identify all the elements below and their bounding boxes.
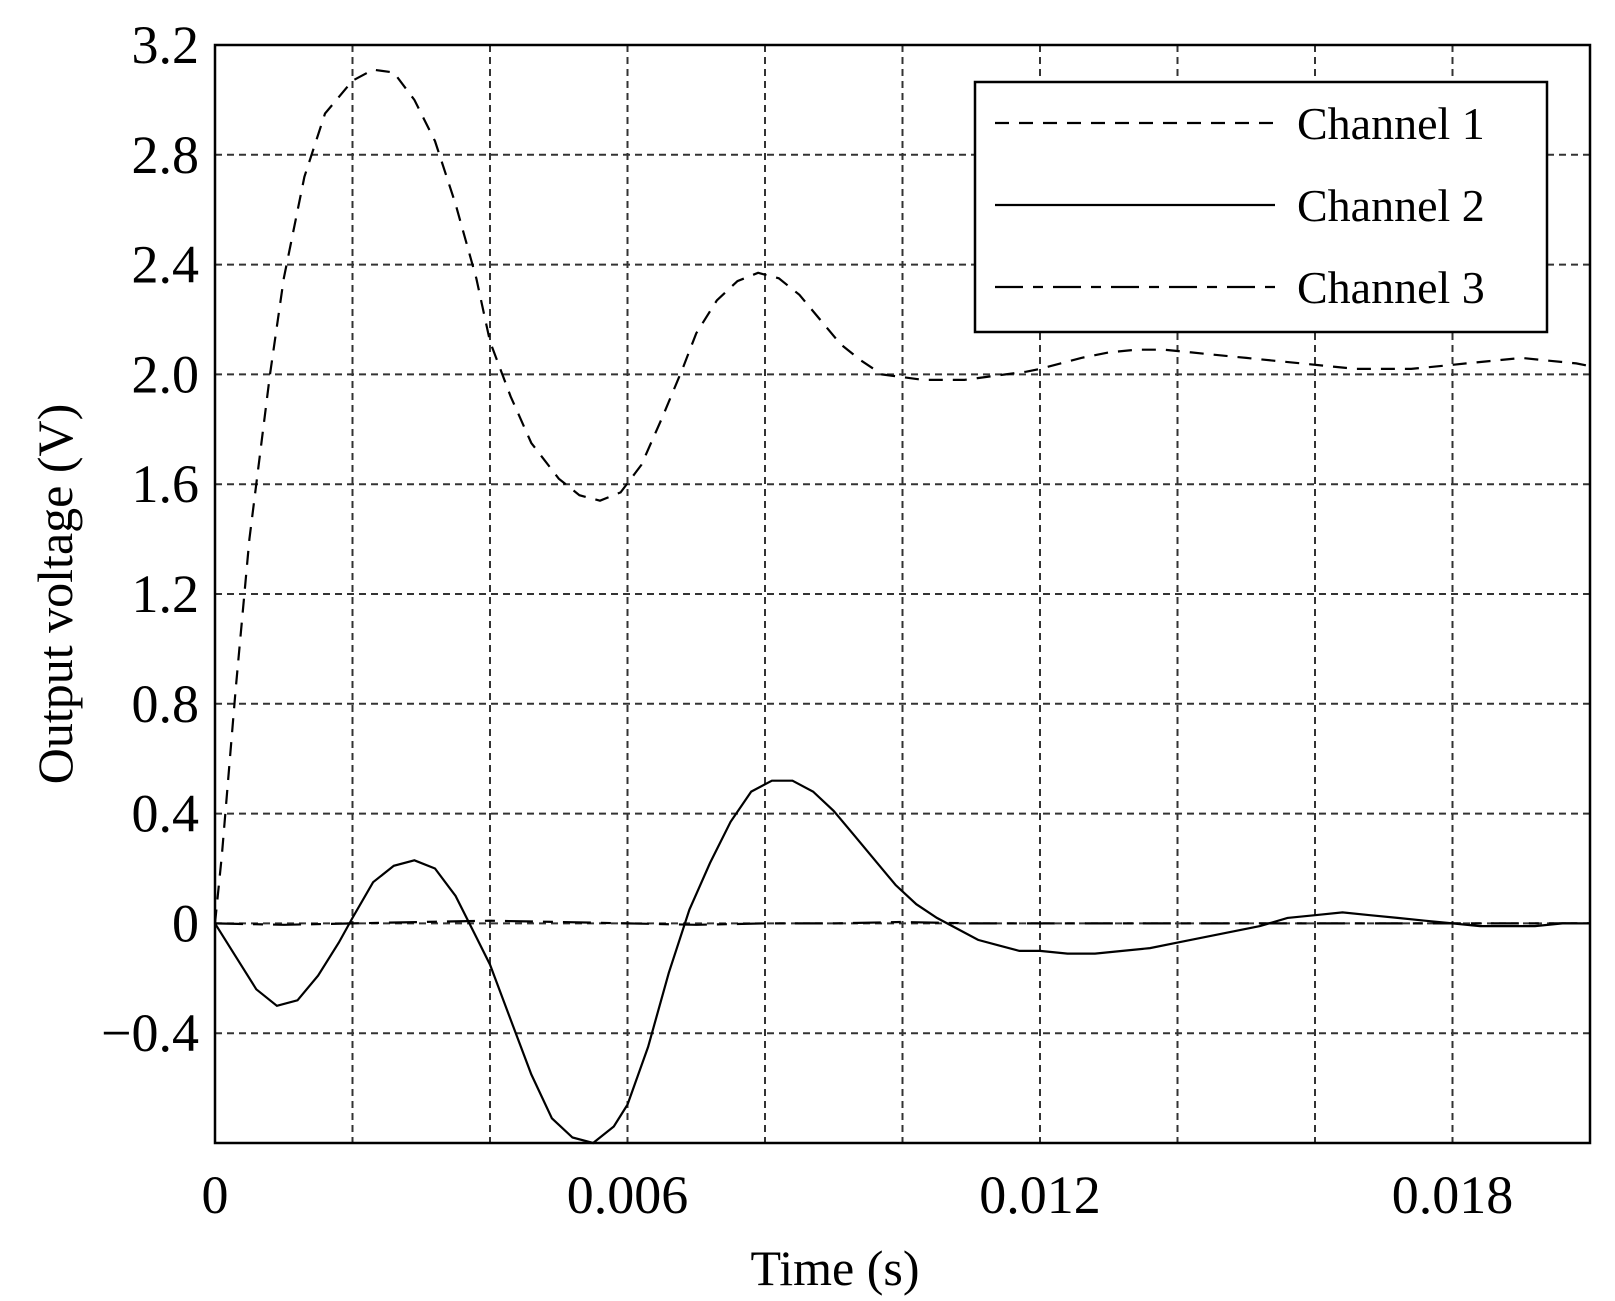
y-tick-label: 1.6 (132, 454, 200, 514)
y-tick-label: 3.2 (132, 15, 200, 75)
x-tick-label: 0 (202, 1165, 229, 1225)
series-line-channel-1 (213, 68, 1591, 924)
series-lines (213, 68, 1591, 1145)
legend: Channel 1 Channel 2 Channel 3 (973, 80, 1549, 334)
y-tick-label: 1.2 (132, 564, 200, 624)
x-tick-label: 0.012 (979, 1165, 1101, 1225)
tick-labels: 0 0.006 0.012 0.018 −0.4 0 0.4 0.8 1.2 1.6 2.0 2.4 2… (101, 15, 1513, 1225)
x-tick-label: 0.018 (1392, 1165, 1514, 1225)
y-tick-label: 0 (172, 893, 199, 953)
legend-label-channel-2: Channel 2 (1297, 180, 1485, 231)
x-tick-label: 0.006 (567, 1165, 689, 1225)
legend-label-channel-3: Channel 3 (1297, 262, 1485, 313)
y-tick-label: 0.8 (132, 674, 200, 734)
plot-frame (213, 43, 1592, 1145)
y-axis-title: Output voltage (V) (27, 404, 83, 784)
y-tick-label: −0.4 (101, 1003, 199, 1063)
y-tick-label: 0.4 (132, 784, 200, 844)
y-tick-label: 2.4 (132, 235, 200, 295)
series-line-channel-3 (214, 919, 1590, 926)
legend-label-channel-1: Channel 1 (1297, 98, 1485, 149)
x-axis-title: Time (s) (750, 1240, 919, 1296)
y-tick-label: 2.8 (132, 125, 200, 185)
legend-items: Channel 1 Channel 2 Channel 3 (995, 98, 1485, 313)
series-line-channel-2 (214, 779, 1590, 1145)
y-tick-label: 2.0 (132, 344, 200, 404)
